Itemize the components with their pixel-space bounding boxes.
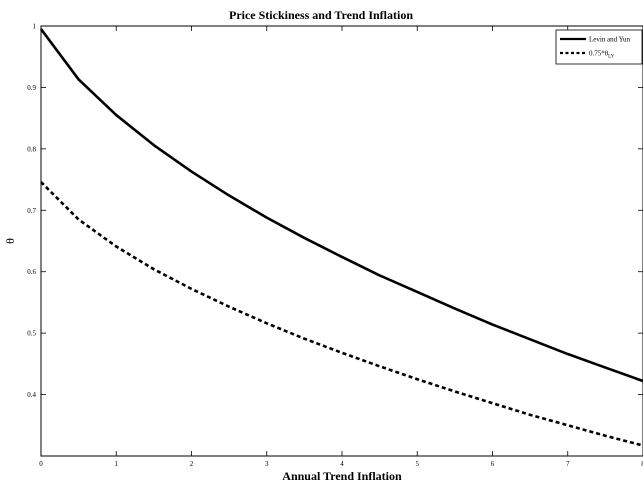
legend-label-levin-and-yun: Levin and Yun: [589, 36, 630, 44]
series-075-theta-ly-line: [40, 181, 643, 447]
y-tick-label: 0.9: [27, 84, 36, 92]
y-axis-label: θ: [3, 238, 17, 244]
x-tick-label: 2: [190, 460, 194, 468]
x-tick-label: 6: [491, 460, 495, 468]
y-tick-label: 1: [33, 23, 37, 31]
x-tick-label: 7: [566, 460, 570, 468]
x-tick-label: 0: [39, 460, 43, 468]
x-tick-label: 8: [641, 460, 643, 468]
plot-frame: [40, 25, 643, 457]
legend-label-main: 0.75*θ: [589, 50, 609, 58]
x-tick-label: 1: [115, 460, 119, 468]
x-axis: 0 1 2 3 4 5 6 7 8: [39, 26, 643, 468]
chart-title: Price Stickiness and Trend Inflation: [229, 8, 413, 22]
legend-label-subscript: LY: [608, 55, 615, 60]
series-levin-and-yun-line: [39, 28, 643, 383]
legend: Levin and Yun 0.75*θLY: [555, 29, 643, 65]
x-tick-label: 5: [416, 460, 420, 468]
x-tick-label: 4: [340, 460, 344, 468]
y-tick-label: 0.6: [27, 268, 36, 276]
y-tick-label: 0.8: [27, 145, 36, 153]
x-axis-label: Annual Trend Inflation: [282, 469, 402, 483]
y-axis: 0.4 0.5 0.6 0.7 0.8 0.9 1: [27, 23, 643, 399]
series-layer: [39, 28, 643, 447]
y-tick-label: 0.4: [27, 391, 36, 399]
y-tick-label: 0.7: [27, 207, 36, 215]
x-tick-label: 3: [265, 460, 269, 468]
legend-box: [555, 29, 643, 65]
y-tick-label: 0.5: [27, 330, 36, 338]
legend-label-075-theta-ly: 0.75*θLY: [589, 50, 615, 60]
